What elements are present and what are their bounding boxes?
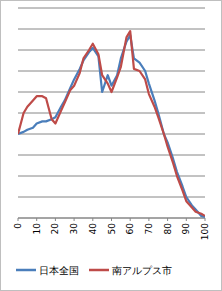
grid-line	[18, 197, 205, 198]
x-tick-label: 30	[69, 223, 79, 235]
grid-line	[18, 8, 205, 9]
legend-swatch	[16, 269, 36, 272]
x-tick	[148, 218, 149, 221]
x-tick-label: 10	[32, 223, 42, 235]
x-tick	[55, 218, 56, 221]
x-tick-label: 40	[88, 223, 98, 235]
grid-line	[18, 71, 205, 72]
legend-swatch	[89, 269, 109, 272]
x-tick	[130, 218, 131, 221]
x-tick-label: 20	[50, 223, 60, 235]
series-line	[18, 31, 205, 216]
x-tick	[205, 218, 206, 221]
grid-line	[18, 50, 205, 51]
chart: 0 10 20 30 40 50 60 70 80 90 100 日本全国 南アルプス市	[0, 0, 222, 291]
x-tick	[167, 218, 168, 221]
legend-label: 日本全国	[39, 265, 79, 276]
legend-label: 南アルプス市	[112, 265, 172, 276]
x-tick	[92, 218, 93, 221]
x-tick	[36, 218, 37, 221]
x-tick-label: 100	[200, 223, 210, 240]
chart-border	[1, 1, 222, 291]
x-tick-label: 70	[144, 223, 154, 235]
x-tick	[18, 218, 19, 221]
x-tick-label: 90	[181, 223, 191, 235]
legend: 日本全国 南アルプス市	[16, 265, 172, 276]
x-tick-label: 60	[125, 223, 135, 235]
grid-line	[18, 134, 205, 135]
x-tick	[111, 218, 112, 221]
x-tick-label: 80	[163, 223, 173, 235]
x-tick-label: 0	[13, 223, 23, 229]
grid-line	[18, 113, 205, 114]
x-tick-label: 50	[107, 223, 117, 235]
x-tick	[186, 218, 187, 221]
plot-lines	[18, 31, 205, 217]
x-tick	[74, 218, 75, 221]
grid-line	[18, 155, 205, 156]
grid-line	[18, 29, 205, 30]
series-line	[18, 35, 205, 217]
